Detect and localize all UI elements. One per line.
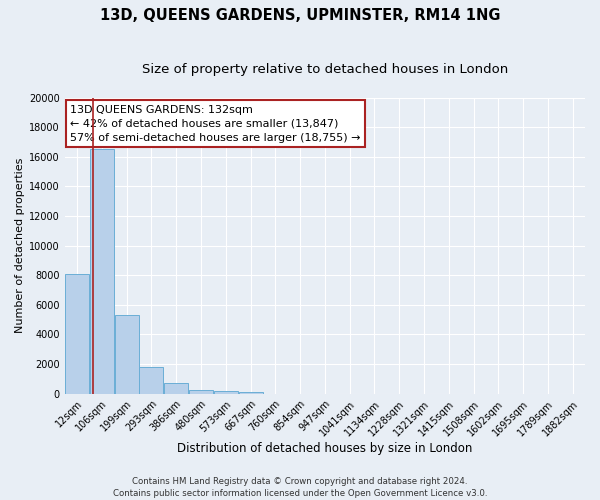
Text: 13D QUEENS GARDENS: 132sqm
← 42% of detached houses are smaller (13,847)
57% of : 13D QUEENS GARDENS: 132sqm ← 42% of deta…: [70, 105, 361, 143]
Bar: [90, 150, 114, 394]
X-axis label: Distribution of detached houses by size in London: Distribution of detached houses by size …: [177, 442, 473, 455]
Bar: [214, 391, 238, 394]
Bar: [115, 315, 139, 394]
Bar: [139, 367, 163, 394]
Text: 13D, QUEENS GARDENS, UPMINSTER, RM14 1NG: 13D, QUEENS GARDENS, UPMINSTER, RM14 1NG: [100, 8, 500, 22]
Bar: [65, 274, 89, 394]
Title: Size of property relative to detached houses in London: Size of property relative to detached ho…: [142, 62, 508, 76]
Bar: [239, 392, 263, 394]
Text: Contains HM Land Registry data © Crown copyright and database right 2024.
Contai: Contains HM Land Registry data © Crown c…: [113, 476, 487, 498]
Y-axis label: Number of detached properties: Number of detached properties: [15, 158, 25, 334]
Bar: [189, 390, 213, 394]
Bar: [164, 382, 188, 394]
